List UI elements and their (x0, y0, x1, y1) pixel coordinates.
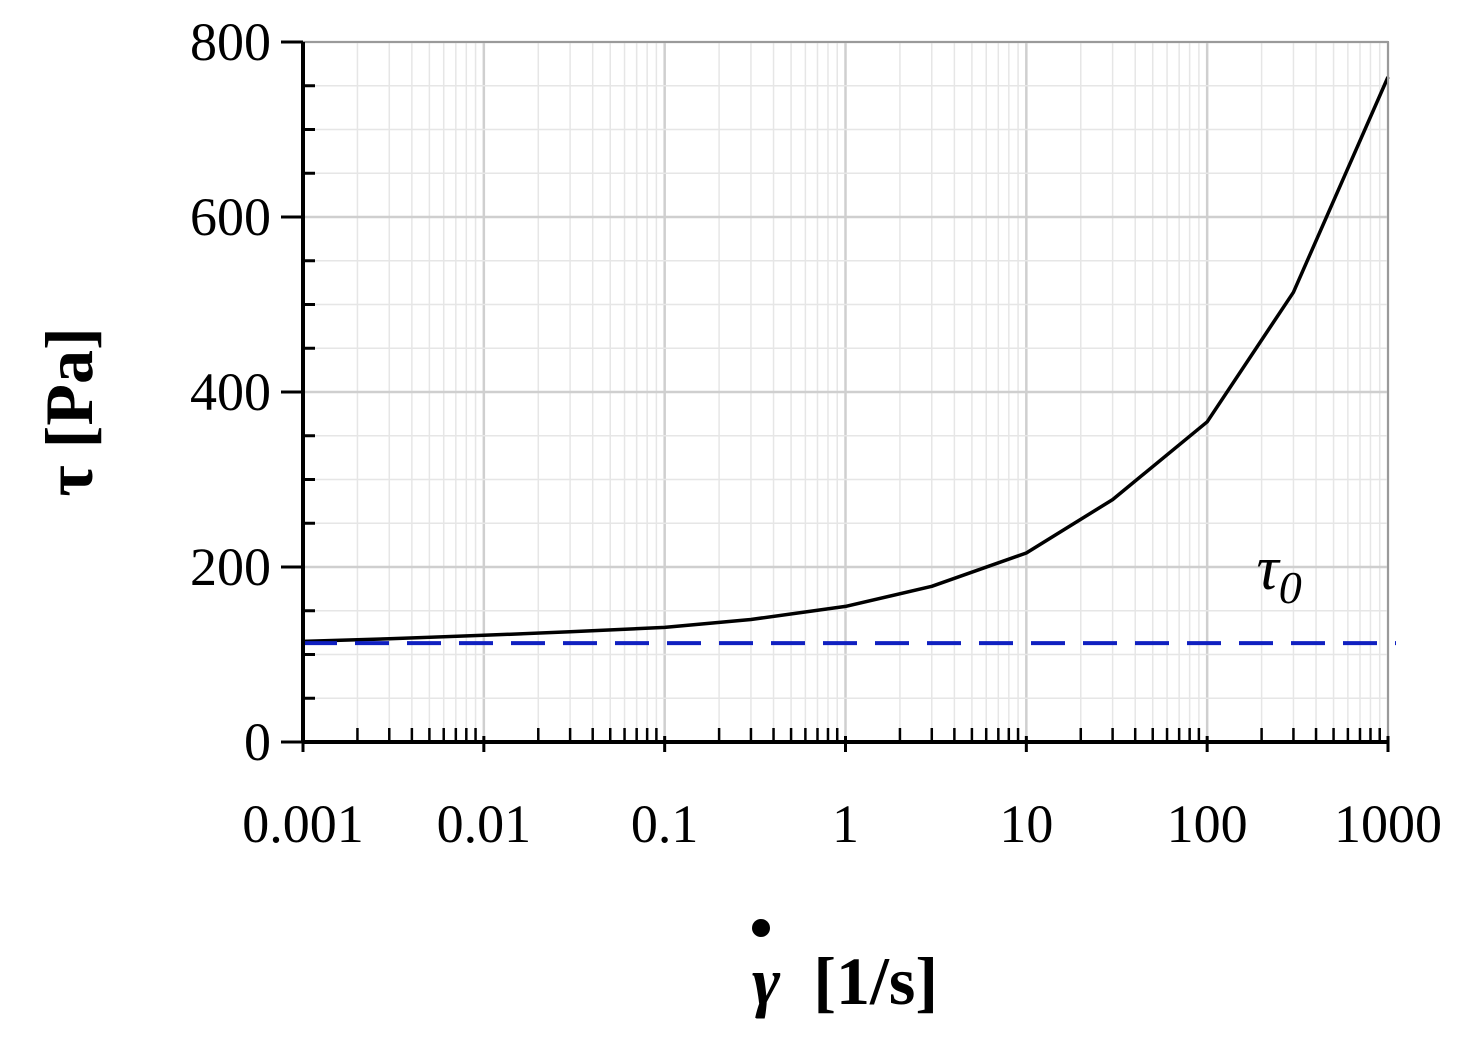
y-tick-label: 200 (190, 537, 271, 597)
y-tick-label: 800 (190, 12, 271, 72)
tau0-annotation: τ0 (1257, 535, 1302, 613)
x-tick-label: 0.01 (437, 794, 532, 854)
flow-curve-line (302, 76, 1390, 644)
grid-lines (301, 40, 1390, 744)
y-axis-title: τ [Pa] (31, 327, 107, 496)
x-tick-label: 0.1 (631, 794, 699, 854)
tau0-subscript: 0 (1279, 562, 1302, 613)
x-axis-title: γ [1/s] (752, 943, 938, 1019)
x-tick-label: 10 (999, 794, 1053, 854)
annotations: τ0 (1257, 535, 1302, 613)
tick-labels: 0 200 400 600 800 0.001 0.01 0.1 1 10 100 1000 (190, 12, 1442, 854)
x-tick-label: 1000 (1334, 794, 1442, 854)
x-axis-symbol-dot (752, 919, 770, 937)
x-tick-label: 0.001 (242, 794, 364, 854)
y-tick-label: 0 (244, 712, 271, 772)
y-tick-label: 600 (190, 187, 271, 247)
ticks (281, 40, 1390, 752)
series-layer (302, 76, 1396, 646)
y-tick-label: 400 (190, 362, 271, 422)
tau0-symbol: τ (1257, 535, 1282, 603)
x-tick-label: 100 (1167, 794, 1248, 854)
x-axis-units: [1/s] (813, 943, 938, 1019)
x-axis-symbol: γ (752, 943, 781, 1019)
x-tick-label: 1 (832, 794, 859, 854)
